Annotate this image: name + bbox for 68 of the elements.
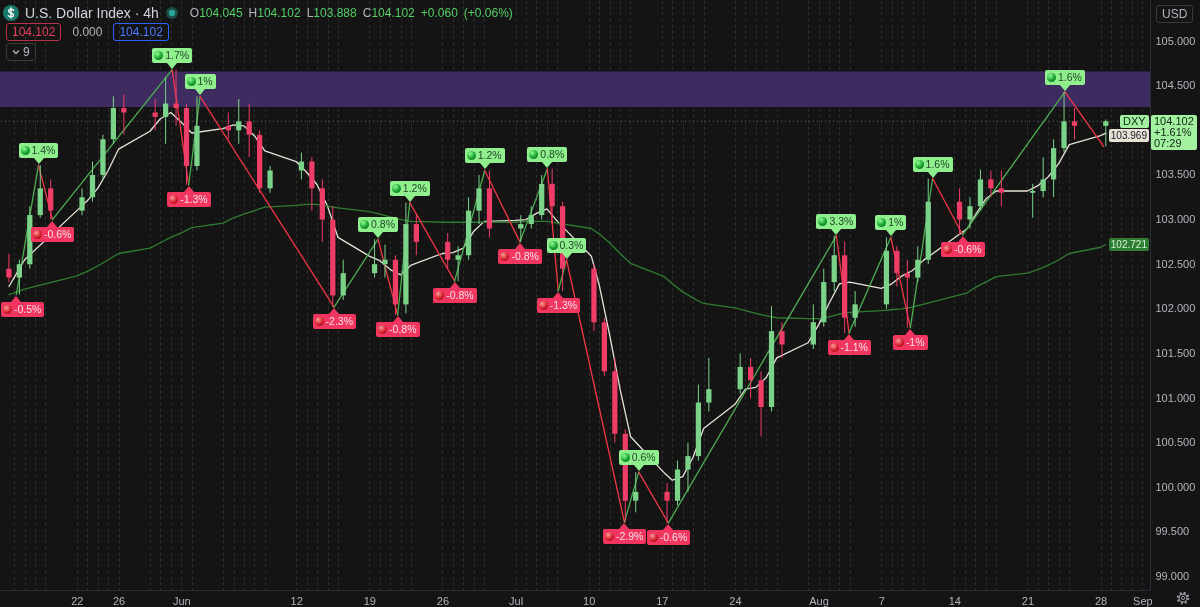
annotation: 0.3%: [559, 237, 584, 253]
y-tick-label: 104.500: [1155, 79, 1196, 92]
x-tick-label: 21: [1021, 594, 1035, 607]
text: +1.61%: [1154, 125, 1193, 138]
annotation: 0.8%: [371, 217, 395, 233]
y-tick-label: 103.500: [1155, 168, 1196, 181]
y-tick-label: 105.000: [1155, 34, 1196, 47]
annotation: -0.5%: [14, 301, 42, 317]
y-tick-label: 100.000: [1155, 480, 1196, 493]
annotation: -0.6%: [954, 241, 982, 257]
annotation: -0.8%: [389, 322, 417, 338]
y-tick-label: 101.000: [1155, 391, 1196, 404]
annotation: -2.3%: [325, 314, 353, 330]
currency-button: USD: [1156, 5, 1194, 23]
x-tick-label: 24: [729, 594, 742, 607]
annotation: 104.102: [6, 23, 62, 41]
annotation: 1.7%: [165, 47, 190, 63]
collapse-button: 9: [6, 43, 36, 61]
annotation: 104.102: [113, 23, 169, 41]
data-label: 102.721: [1108, 237, 1149, 251]
annotation: 1.6%: [925, 156, 950, 172]
annotation: 0.6%: [631, 450, 656, 466]
annotation: 1.2%: [402, 180, 427, 196]
x-tick-label: Sep: [1133, 594, 1153, 607]
x-tick-label: 17: [656, 594, 669, 607]
annotation: 1%: [888, 215, 904, 231]
annotation: 3.3%: [829, 213, 854, 229]
x-tick-label: 26: [112, 594, 126, 607]
annotation: 1.4%: [31, 143, 56, 159]
annotation: 1.6%: [1057, 69, 1082, 85]
text: O104.045 H104.102 L103.888 C104.102 +0.060 (+0.06%): [189, 6, 513, 20]
chart-title: U.S. Dollar Index · 4h: [25, 5, 159, 21]
annotation: 1%: [197, 74, 213, 90]
annotation: -1.3%: [180, 191, 208, 207]
annotation: 1.2%: [477, 148, 502, 164]
annotation: 0.000: [71, 24, 104, 40]
x-tick-label: 14: [948, 594, 961, 607]
annotation: -1.3%: [549, 297, 578, 313]
y-tick-label: 102.000: [1155, 302, 1196, 315]
x-tick-label: 12: [290, 594, 303, 607]
annotation: -0.8%: [446, 288, 474, 304]
x-tick-label: Jun: [172, 594, 191, 607]
y-tick-label: 101.500: [1155, 346, 1196, 359]
x-tick-label: 26: [436, 594, 450, 607]
x-tick-label: Jul: [509, 594, 524, 607]
annotation: -1%: [905, 334, 925, 350]
annotation: -0.8%: [511, 248, 539, 264]
x-tick-label: Aug: [809, 594, 829, 607]
annotation: 0.8%: [540, 146, 565, 162]
annotation: -1.1%: [840, 339, 868, 355]
annotation: -0.6%: [659, 530, 688, 546]
text: 104.102: [1154, 114, 1194, 127]
y-tick-label: 99.000: [1155, 570, 1190, 583]
annotation: 9: [23, 45, 30, 59]
ref-line-label: DXY: [1120, 114, 1149, 128]
y-tick-label: 100.500: [1155, 436, 1196, 449]
x-tick-label: 7: [878, 594, 885, 607]
x-tick-label: 10: [583, 594, 596, 607]
y-tick-label: 103.000: [1155, 213, 1196, 226]
y-tick-label: 99.500: [1155, 525, 1190, 538]
x-tick-label: 22: [71, 594, 84, 607]
y-tick-label: 102.500: [1155, 257, 1196, 270]
text: 07:29: [1154, 136, 1183, 149]
annotation: -2.9%: [615, 529, 644, 545]
x-tick-label: 19: [363, 594, 376, 607]
data-label: 103.969: [1108, 128, 1149, 142]
x-tick-label: 28: [1094, 594, 1108, 607]
annotation: -0.6%: [43, 226, 72, 242]
